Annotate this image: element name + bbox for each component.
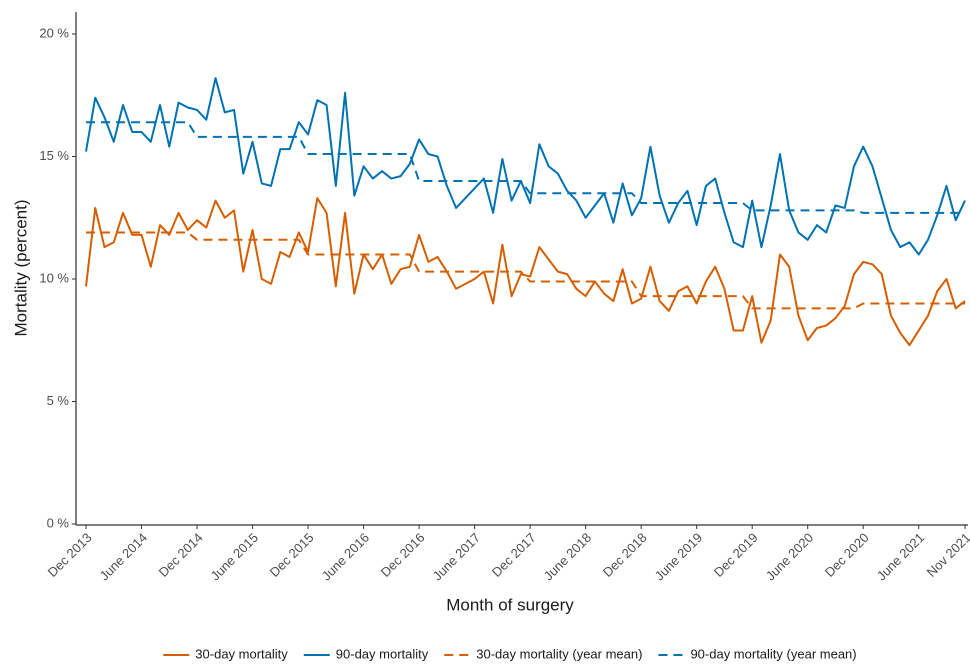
x-tick-label: Dec 2016 <box>378 530 428 580</box>
x-tick-label: June 2014 <box>97 530 151 584</box>
y-tick-label: 20 % <box>39 25 69 40</box>
y-axis-title: Mortality (percent) <box>11 200 30 337</box>
x-tick-label: Dec 2013 <box>45 530 95 580</box>
x-tick-label: June 2018 <box>541 530 595 584</box>
y-tick-label: 0 % <box>47 515 70 530</box>
legend-label: 90-day mortality (year mean) <box>690 646 856 661</box>
x-tick-label: Nov 2021 <box>924 530 970 580</box>
mean-line <box>86 231 965 310</box>
legend-label: 30-day mortality <box>195 646 288 661</box>
legend-label: 90-day mortality <box>336 646 429 661</box>
legend-label: 30-day mortality (year mean) <box>476 646 642 661</box>
x-tick-label: June 2021 <box>874 530 928 584</box>
series-line <box>85 77 966 256</box>
x-tick-label: Dec 2020 <box>822 530 872 580</box>
x-tick-label: June 2015 <box>208 530 262 584</box>
x-tick-label: June 2020 <box>763 530 817 584</box>
x-tick-label: Dec 2019 <box>711 530 761 580</box>
mean-line <box>86 121 965 214</box>
x-tick-label: Dec 2017 <box>489 530 539 580</box>
series-line <box>85 197 966 347</box>
y-tick-label: 15 % <box>39 148 69 163</box>
x-tick-label: Dec 2018 <box>600 530 650 580</box>
x-tick-label: Dec 2015 <box>267 530 317 580</box>
y-tick-label: 10 % <box>39 270 69 285</box>
x-tick-label: June 2016 <box>319 530 373 584</box>
legend: 30-day mortality 90-day mortality 30-day m… <box>163 646 857 661</box>
x-tick-label: June 2017 <box>430 530 484 584</box>
x-tick-label: June 2019 <box>652 530 706 584</box>
x-axis-title: Month of surgery <box>446 595 574 614</box>
y-tick-label: 5 % <box>47 393 70 408</box>
x-tick-label: Dec 2014 <box>156 530 206 580</box>
